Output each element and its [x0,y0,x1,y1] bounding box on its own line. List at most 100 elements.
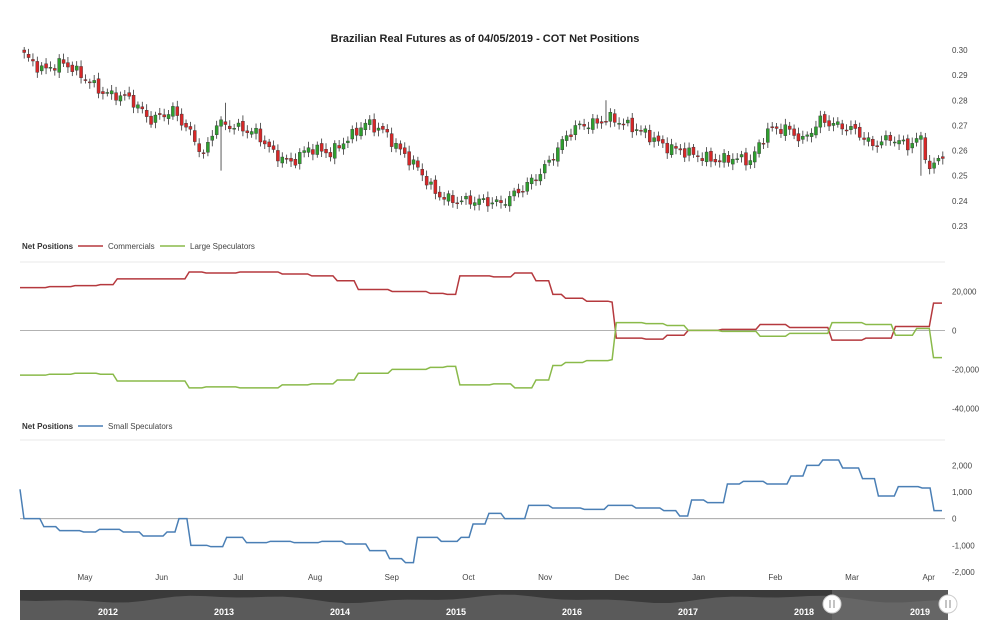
candle [792,124,796,140]
candle [333,140,337,165]
price-tick-label: 0.24 [952,197,968,206]
navigator[interactable]: 2012 2013 2014 2015 2016 2017 2018 2019 [20,590,958,620]
price-tick-label: 0.28 [952,96,968,105]
candle [704,147,709,167]
legend-large-speculators[interactable]: Large Speculators [190,242,255,251]
candle [70,61,75,77]
month-label: Dec [615,573,629,582]
candle [276,144,280,167]
candle [836,117,840,128]
month-label: Jan [692,573,705,582]
candle [53,64,57,76]
candle [341,137,346,155]
candle [892,136,897,147]
navigator-handle-right[interactable] [938,594,958,614]
candle [206,137,210,157]
candle [678,144,683,155]
candle [153,111,158,129]
candle [311,143,315,161]
navigator-area [20,594,948,620]
small-speculators-line [19,459,942,564]
candle [844,124,849,136]
candle [420,163,424,182]
candle [158,107,162,120]
candle [109,84,114,100]
candle [175,100,180,122]
candle [766,122,770,148]
candle [57,54,61,78]
navigator-year-label: 2014 [330,607,350,617]
legend-small-speculators-group: Net Positions Small Speculators [22,422,172,431]
navigator-year-label: 2018 [794,607,814,617]
price-tick-label: 0.25 [952,172,968,181]
candle [879,135,884,149]
candle [271,140,276,153]
candle [516,183,521,198]
candle [88,78,92,89]
candle [599,115,604,129]
candle [604,100,608,126]
candle [394,138,398,153]
small-tick-label: -2,000 [952,568,975,577]
candle [459,195,464,205]
candle [258,122,263,147]
price-tick-label: 0.27 [952,121,968,130]
candle [783,118,788,141]
small-speculators-panel: 2,000 1,000 0 -1,000 -2,000 [19,459,975,577]
candle [219,116,223,171]
navigator-handle-left[interactable] [822,594,842,614]
candle [709,147,713,168]
navigator-selection[interactable] [832,590,948,620]
candle [752,146,757,169]
candle [713,153,718,166]
candle [136,101,140,114]
month-label: Nov [538,573,552,582]
candle [822,111,827,128]
candle [144,104,149,123]
candle [298,148,302,170]
candle [438,186,442,201]
candle [634,123,639,136]
candle [481,194,486,203]
price-y-axis: 0.30 0.29 0.28 0.27 0.26 0.25 0.24 0.23 [952,46,968,231]
candle [818,110,823,134]
candle [639,125,643,136]
candle [35,56,40,78]
candle [44,58,48,75]
candle [582,118,586,130]
position-tick-label: -40,000 [952,404,980,413]
candle [105,88,110,97]
candle [573,120,578,141]
candle [621,118,626,130]
candlestick-series [22,46,945,212]
candle [805,131,809,142]
candle [499,195,503,209]
price-tick-label: 0.29 [952,71,968,80]
candle [359,122,363,140]
candle [787,121,792,136]
chart-title: Brazilian Real Futures as of 04/05/2019 … [331,33,640,45]
candle [801,130,805,144]
candle [744,147,748,171]
candle [875,140,879,153]
candle [906,134,910,156]
month-label: Jun [155,573,168,582]
candle [717,154,722,168]
candle [171,102,175,120]
candle [468,190,473,209]
legend-commercials[interactable]: Commercials [108,242,155,251]
candle [179,108,184,131]
legend-small-speculators[interactable]: Small Speculators [108,422,172,431]
candle [184,119,188,132]
navigator-year-label: 2012 [98,607,118,617]
navigator-year-label: 2016 [562,607,582,617]
candle [853,120,858,135]
navigator-years: 2012 2013 2014 2015 2016 2017 2018 2019 [98,607,930,617]
small-tick-label: 1,000 [952,488,973,497]
candle [302,146,306,158]
candle [328,147,333,162]
candle [910,137,914,154]
candle [92,75,96,88]
candle [193,124,197,146]
candle [779,123,783,138]
